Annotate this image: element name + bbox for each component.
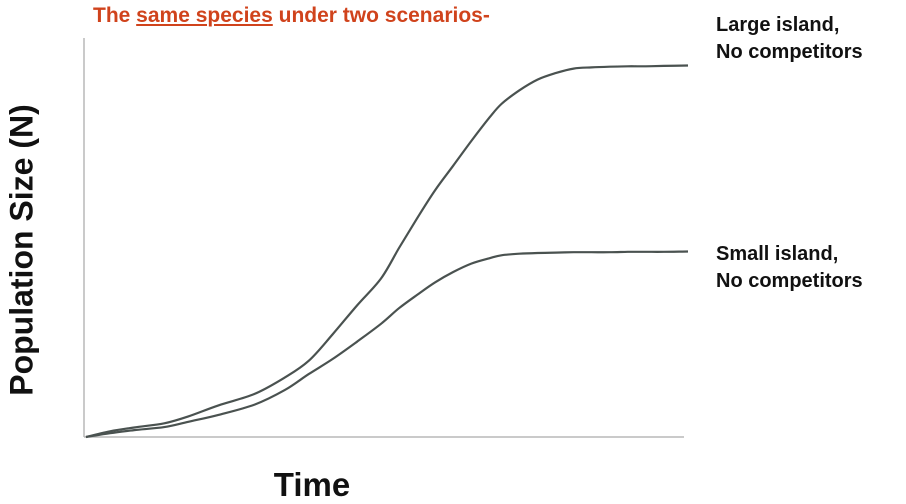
series-label-large-line1: Large island, <box>716 14 840 36</box>
chart-title-suffix: under two scenarios- <box>272 4 490 27</box>
chart-title-underlined: same species <box>136 4 273 27</box>
chart-title: The same species under two scenarios- <box>93 4 490 28</box>
series-line-large-island <box>85 64 689 439</box>
y-axis-label: Population Size (N) <box>3 104 40 396</box>
x-axis-label: Time <box>273 466 351 503</box>
series-label-small-line1: Small island, <box>716 243 839 265</box>
series-line-small-island <box>85 250 689 439</box>
series-layer <box>85 64 689 439</box>
series-label-large-line2: No competitors <box>716 41 863 63</box>
series-label-large-island: Large island, No competitors <box>716 12 902 66</box>
series-label-small-line2: No competitors <box>716 270 863 292</box>
chart-title-prefix: The <box>93 4 137 27</box>
series-label-small-island: Small island, No competitors <box>716 241 902 295</box>
